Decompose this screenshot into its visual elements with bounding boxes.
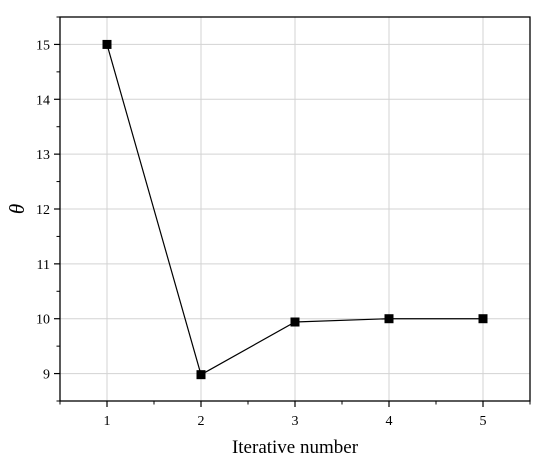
y-tick-label: 11	[37, 258, 50, 273]
x-axis-title: Iterative number	[232, 437, 359, 458]
minor-ticks	[56, 16, 531, 405]
plot-frame	[59, 16, 531, 402]
major-ticks	[54, 43, 484, 407]
y-axis-title: θ	[5, 204, 29, 214]
data-point	[290, 317, 300, 327]
data-point	[196, 370, 206, 380]
y-tick-labels: 9 10 11 12 13 14 15	[36, 38, 50, 382]
y-tick-label: 9	[43, 368, 50, 383]
x-tick-label: 3	[292, 414, 299, 429]
data-point	[384, 314, 394, 324]
data-series	[102, 39, 488, 380]
x-tick-label: 4	[386, 414, 393, 429]
y-tick-label: 14	[36, 93, 50, 108]
x-tick-label: 5	[480, 414, 487, 429]
x-tick-label: 1	[104, 414, 111, 429]
x-tick-label: 2	[198, 414, 205, 429]
y-tick-label: 13	[36, 148, 50, 163]
y-tick-label: 10	[36, 313, 50, 328]
data-point	[478, 314, 488, 324]
grid-lines	[60, 17, 530, 401]
x-tick-labels: 1 2 3 4 5	[104, 414, 487, 429]
y-tick-label: 15	[36, 38, 50, 53]
data-point	[102, 39, 112, 49]
y-tick-label: 12	[36, 203, 50, 218]
